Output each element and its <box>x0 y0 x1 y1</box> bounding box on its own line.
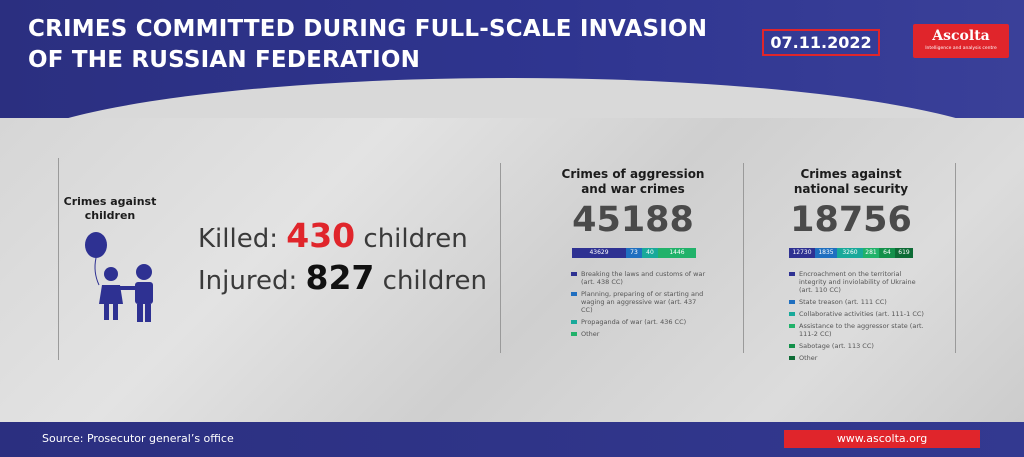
legend-swatch <box>789 312 795 316</box>
legend-item: Breaking the laws and customs of war (ar… <box>571 270 709 286</box>
bar-segment: 281 <box>863 248 879 258</box>
legend-label: Propaganda of war (art. 436 CC) <box>581 318 687 326</box>
divider <box>58 158 59 360</box>
bar-segment: 12730 <box>789 248 815 258</box>
legend-label: Planning, preparing of or starting and w… <box>581 290 704 314</box>
bar-segment: 64 <box>879 248 895 258</box>
page-title: CRIMES COMMITTED DURING FULL-SCALE INVAS… <box>28 14 748 76</box>
footer: Source: Prosecutor general’s office www.… <box>0 422 1024 457</box>
legend-swatch <box>789 356 795 360</box>
children-title-line-2: children <box>84 209 136 222</box>
legend-label: Breaking the laws and customs of war (ar… <box>581 270 706 286</box>
legend-item: Propaganda of war (art. 436 CC) <box>571 318 709 326</box>
aggression-legend: Breaking the laws and customs of war (ar… <box>571 270 709 342</box>
children-title-line-1: Crimes against <box>63 195 157 208</box>
legend-item: Collaborative activities (art. 111-1 CC) <box>789 310 927 318</box>
bar-segment: 1835 <box>815 248 837 258</box>
security-breakdown-bar: 12730 1835 3260 281 64 619 <box>789 248 913 258</box>
legend-label: Encroachment on the territorial integrit… <box>799 270 916 294</box>
legend-label: Collaborative activities (art. 111-1 CC) <box>799 310 924 318</box>
divider <box>955 163 956 353</box>
security-title-line-2: national security <box>793 182 909 196</box>
legend-swatch <box>571 320 577 324</box>
aggression-title-line-1: Crimes of aggression <box>561 167 705 181</box>
title-line-1: CRIMES COMMITTED DURING FULL-SCALE INVAS… <box>28 16 708 42</box>
legend-swatch <box>789 272 795 276</box>
ascolta-logo: Ascolta Intelligence and analysis centre <box>913 24 1009 58</box>
legend-item: Assistance to the aggressor state (art. … <box>789 322 927 338</box>
children-with-balloon-icon <box>85 232 153 322</box>
legend-item: Planning, preparing of or starting and w… <box>571 290 709 314</box>
security-title-line-1: Crimes against <box>800 167 902 181</box>
children-section-title: Crimes against children <box>60 195 160 223</box>
aggression-breakdown-bar: 43629 73 40 1446 <box>572 248 696 258</box>
injured-label: Injured: <box>198 266 298 296</box>
killed-unit: children <box>363 224 468 254</box>
security-section-title: Crimes against national security <box>766 167 936 197</box>
legend-swatch <box>789 300 795 304</box>
legend-label: Other <box>799 354 818 362</box>
legend-label: Sabotage (art. 113 CC) <box>799 342 874 350</box>
logo-tagline: Intelligence and analysis centre <box>925 46 997 51</box>
injured-value: 827 <box>305 258 375 297</box>
source-text: Source: Prosecutor general’s office <box>42 432 234 445</box>
security-total: 18756 <box>790 200 912 240</box>
logo-name: Ascolta <box>932 28 990 44</box>
aggression-title-line-2: and war crimes <box>581 182 685 196</box>
killed-value: 430 <box>286 216 356 255</box>
injured-stat: Injured: 827 children <box>198 258 487 297</box>
legend-label: Assistance to the aggressor state (art. … <box>799 322 924 338</box>
legend-swatch <box>571 332 577 336</box>
bar-segment: 1446 <box>658 248 696 258</box>
aggression-section-title: Crimes of aggression and war crimes <box>548 167 718 197</box>
website-link[interactable]: www.ascolta.org <box>784 430 980 448</box>
bar-segment: 3260 <box>837 248 863 258</box>
bar-segment: 40 <box>642 248 658 258</box>
security-legend: Encroachment on the territorial integrit… <box>789 270 927 366</box>
legend-swatch <box>571 272 577 276</box>
bar-segment: 619 <box>895 248 913 258</box>
killed-label: Killed: <box>198 224 278 254</box>
date-badge: 07.11.2022 <box>762 29 880 56</box>
legend-item: State treason (art. 111 CC) <box>789 298 927 306</box>
legend-item: Other <box>571 330 709 338</box>
legend-item: Encroachment on the territorial integrit… <box>789 270 927 294</box>
main-panel: Crimes against children Killed: 430 chil… <box>0 118 1024 422</box>
legend-swatch <box>571 292 577 296</box>
injured-unit: children <box>382 266 487 296</box>
legend-swatch <box>789 324 795 328</box>
aggression-total: 45188 <box>572 200 694 240</box>
divider <box>500 163 501 353</box>
bar-segment: 43629 <box>572 248 626 258</box>
legend-label: Other <box>581 330 600 338</box>
legend-item: Other <box>789 354 927 362</box>
legend-item: Sabotage (art. 113 CC) <box>789 342 927 350</box>
legend-label: State treason (art. 111 CC) <box>799 298 887 306</box>
legend-swatch <box>789 344 795 348</box>
killed-stat: Killed: 430 children <box>198 216 468 255</box>
divider <box>743 163 744 353</box>
title-line-2: OF THE RUSSIAN FEDERATION <box>28 47 421 73</box>
bar-segment: 73 <box>626 248 642 258</box>
